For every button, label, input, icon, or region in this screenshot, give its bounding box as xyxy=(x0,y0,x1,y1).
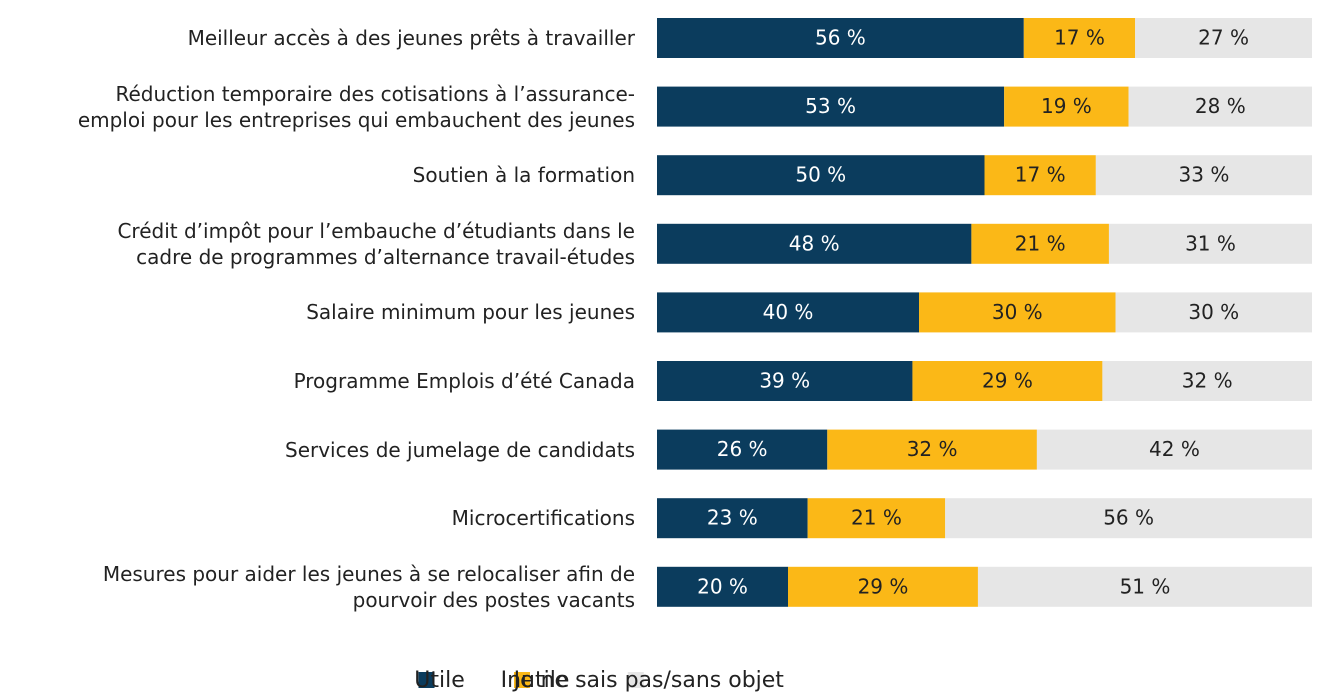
data-label: 19 % xyxy=(1041,94,1092,118)
data-label: 33 % xyxy=(1179,163,1230,187)
category-label: Réduction temporaire des cotisations à l… xyxy=(77,81,635,132)
data-label: 39 % xyxy=(759,369,810,393)
data-label: 48 % xyxy=(789,231,840,255)
data-label: 32 % xyxy=(1182,369,1233,393)
data-label: 56 % xyxy=(1103,506,1154,530)
bar-segment xyxy=(657,498,808,539)
data-label: 53 % xyxy=(805,94,856,118)
category-label: Microcertifications xyxy=(451,506,635,531)
bar-segment xyxy=(657,566,788,607)
bar-segment xyxy=(657,361,913,401)
bar-segment xyxy=(1128,86,1312,127)
data-label: 17 % xyxy=(1015,163,1066,187)
legend-label: Je ne sais pas/sans objet xyxy=(512,668,785,693)
category-label: Salaire minimum pour les jeunes xyxy=(306,300,635,325)
data-label: 50 % xyxy=(795,163,846,187)
data-label: 42 % xyxy=(1149,437,1200,461)
bar-segment xyxy=(1004,86,1129,127)
data-label: 29 % xyxy=(982,369,1033,393)
bar-segment xyxy=(807,498,946,539)
bar-segment xyxy=(657,86,1005,127)
data-label: 26 % xyxy=(717,437,768,461)
data-label: 40 % xyxy=(763,300,814,324)
bar-segment xyxy=(945,498,1312,539)
data-label: 32 % xyxy=(907,437,958,461)
legend-label: Utile xyxy=(414,668,465,693)
bar-segment xyxy=(1023,18,1136,58)
bar-segment xyxy=(657,223,972,264)
legend-label: Inutile xyxy=(501,668,570,693)
legend-swatch xyxy=(418,672,435,688)
bar-segment xyxy=(657,18,1024,58)
category-label: Services de jumelage de candidats xyxy=(285,437,635,462)
bar-segment xyxy=(977,566,1312,607)
data-label: 31 % xyxy=(1185,231,1236,255)
bar-segment xyxy=(1095,155,1312,196)
data-label: 30 % xyxy=(992,300,1043,324)
bar-segment xyxy=(657,155,985,196)
data-label: 21 % xyxy=(851,506,902,530)
bar-segment xyxy=(1108,223,1312,264)
data-label: 23 % xyxy=(707,506,758,530)
bar-segment xyxy=(1036,429,1312,470)
legend-swatch xyxy=(627,672,644,688)
bar-segment xyxy=(657,429,828,470)
bar-segment xyxy=(827,429,1037,470)
data-label: 17 % xyxy=(1054,26,1105,50)
data-label: 21 % xyxy=(1015,231,1066,255)
bar-segment xyxy=(657,292,919,333)
data-label: 28 % xyxy=(1195,94,1246,118)
bar-segment xyxy=(919,292,1116,333)
legend-swatch xyxy=(514,672,530,688)
category-label: Mesures pour aider les jeunes à se reloc… xyxy=(102,561,635,612)
bar-segment xyxy=(984,155,1096,196)
data-label: 27 % xyxy=(1198,26,1249,50)
data-label: 56 % xyxy=(815,26,866,50)
bar-segment xyxy=(1135,18,1312,58)
category-label: Meilleur accès à des jeunes prêts à trav… xyxy=(187,26,635,50)
category-label: Crédit d’impôt pour l’embauche d’étudian… xyxy=(117,218,635,269)
data-label: 29 % xyxy=(858,574,909,598)
data-label: 51 % xyxy=(1120,574,1171,598)
data-label: 20 % xyxy=(697,574,748,598)
bar-segment xyxy=(788,566,978,607)
bar-segment xyxy=(912,361,1103,401)
bar-segment xyxy=(1115,292,1312,333)
category-label: Soutien à la formation xyxy=(412,163,635,188)
bar-segment xyxy=(971,223,1109,264)
bar-segment xyxy=(1102,361,1312,401)
data-label: 30 % xyxy=(1188,300,1239,324)
category-label: Programme Emplois d’été Canada xyxy=(293,369,635,393)
